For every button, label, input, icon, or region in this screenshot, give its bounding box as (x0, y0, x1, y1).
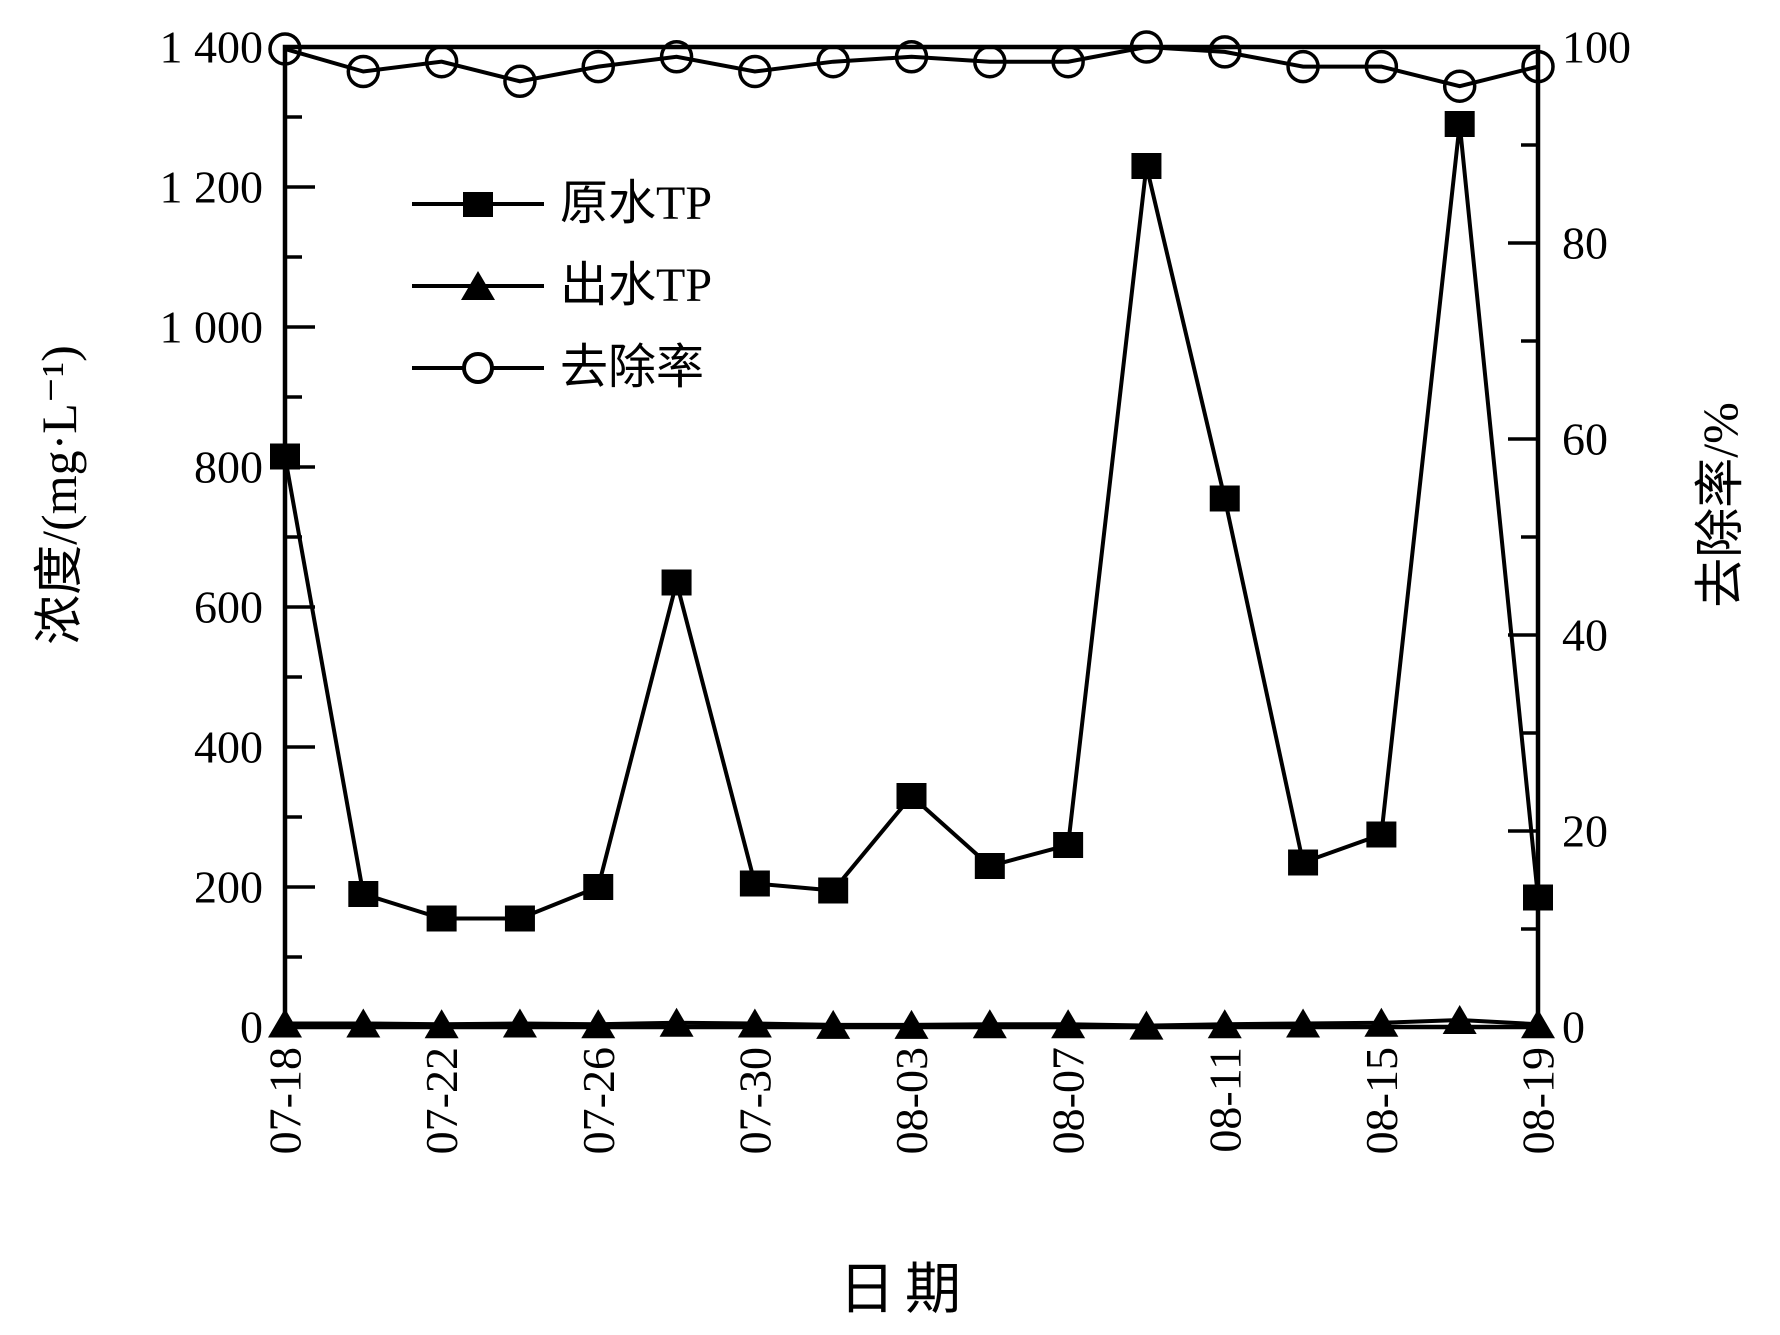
left-axis-title: 浓度/(mg·L⁻¹) (31, 345, 87, 645)
legend: 原水TP 出水TP 去除率 (412, 176, 712, 396)
svg-text:600: 600 (194, 582, 263, 633)
legend-label: 原水TP (560, 177, 713, 230)
legend-label: 出水TP (560, 259, 713, 312)
svg-text:08-15: 08-15 (1356, 1047, 1407, 1154)
svg-text:0: 0 (1562, 1002, 1585, 1053)
svg-text:08-19: 08-19 (1513, 1047, 1564, 1154)
svg-text:07-18: 07-18 (260, 1047, 311, 1154)
svg-text:200: 200 (194, 862, 263, 913)
svg-text:07-26: 07-26 (573, 1047, 624, 1154)
x-axis-title: 日期 (839, 1259, 971, 1322)
svg-text:1 200: 1 200 (160, 162, 264, 213)
triangle-marker-icon (412, 271, 544, 300)
svg-text:80: 80 (1562, 218, 1608, 269)
legend-item-raw-water-tp: 原水TP (412, 176, 712, 232)
svg-text:07-22: 07-22 (416, 1047, 467, 1154)
legend-label: 去除率 (560, 341, 705, 394)
svg-text:07-30: 07-30 (729, 1047, 780, 1154)
svg-text:0: 0 (240, 1002, 263, 1053)
legend-item-removal-rate: 去除率 (412, 340, 712, 396)
svg-text:08-07: 08-07 (1043, 1047, 1094, 1154)
axis-tick-labels: 0 200 400 600 800 1 000 1 200 1 400 0 20 40 60 80 100… (160, 22, 1632, 1155)
svg-text:1 400: 1 400 (160, 22, 264, 73)
series-markers (268, 30, 1555, 1040)
svg-text:08-11: 08-11 (1199, 1047, 1250, 1153)
square-marker-icon (412, 192, 544, 217)
svg-text:60: 60 (1562, 414, 1608, 465)
right-axis-title: 去除率/% (1692, 402, 1748, 608)
circle-marker-icon (412, 352, 544, 384)
svg-text:1 000: 1 000 (160, 302, 264, 353)
svg-text:08-03: 08-03 (886, 1047, 937, 1154)
svg-text:400: 400 (194, 722, 263, 773)
svg-text:20: 20 (1562, 806, 1608, 857)
svg-text:40: 40 (1562, 610, 1608, 661)
legend-item-effluent-tp: 出水TP (412, 258, 712, 314)
svg-text:100: 100 (1562, 22, 1631, 73)
axis-ticks (285, 45, 1538, 1029)
svg-text:800: 800 (194, 442, 263, 493)
